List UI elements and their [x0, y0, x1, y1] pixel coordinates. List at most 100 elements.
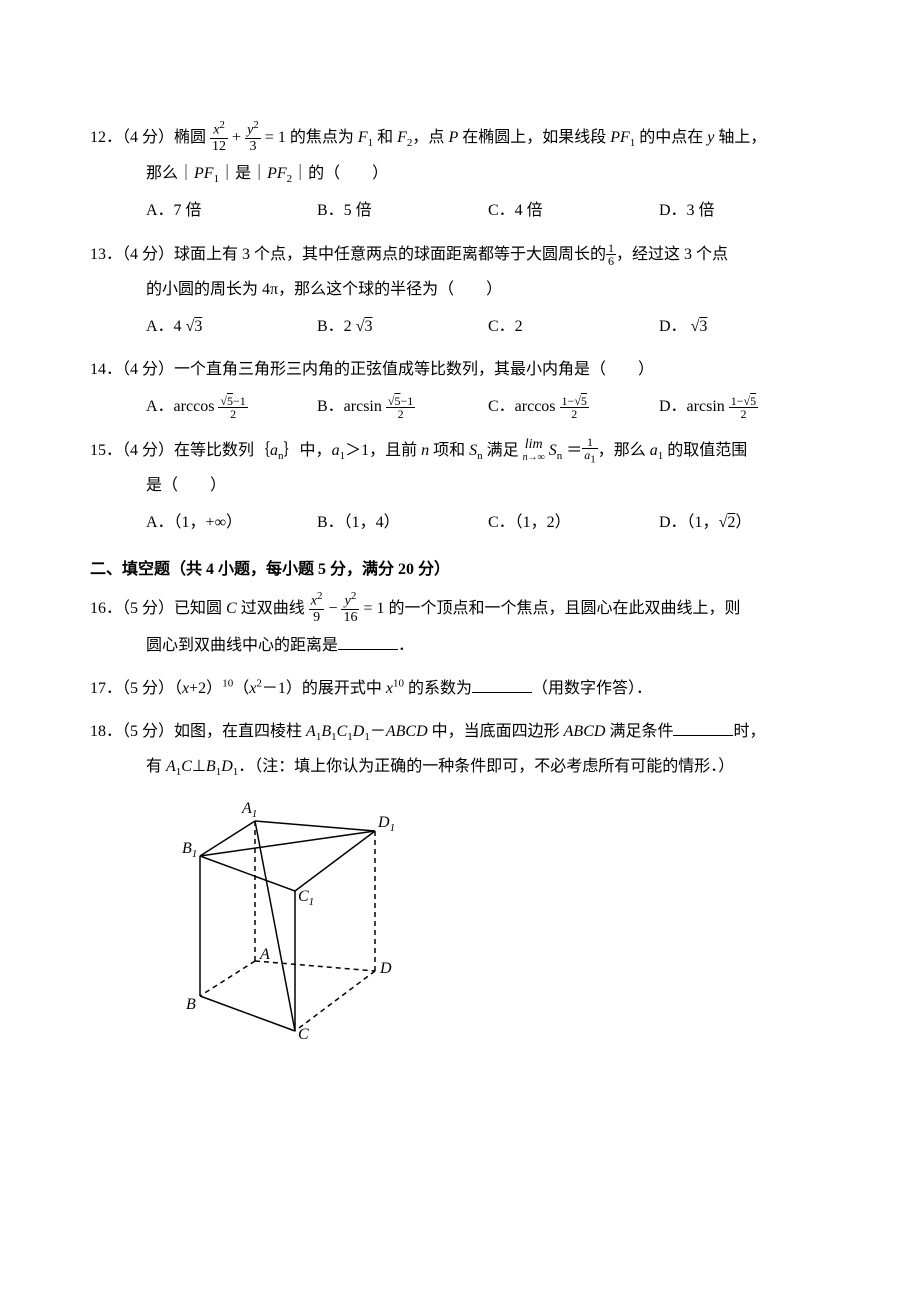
q14-text: 一个直角三角形三内角的正弦值成等比数列，其最小内角是（ ） — [174, 361, 654, 378]
q12-plus: + — [232, 129, 245, 146]
q12-choice-d: D．3 倍 — [659, 193, 830, 228]
q16-line2: 圆心到双曲线中心的距离是 ． — [90, 628, 830, 663]
q15-gt: ＞1，且前 — [345, 442, 421, 459]
q16-fraction-1: x29 — [309, 590, 325, 625]
q16-period: ． — [398, 637, 414, 654]
q14-choice-a: A．arccos √5−12 — [146, 389, 317, 424]
q12-choice-c: C．4 倍 — [488, 193, 659, 228]
q15-D: D．（1， — [659, 514, 719, 531]
q16-points: （5 分） — [122, 600, 174, 617]
q16-eq: = — [363, 600, 376, 617]
q15-text-e: ，那么 — [598, 442, 650, 459]
q14-c-n: 5 — [581, 394, 587, 408]
q15-Dend: ） — [735, 514, 751, 531]
label-B: B — [186, 996, 196, 1013]
q12-and: 和 — [373, 129, 397, 146]
q18-A1C: A — [166, 758, 176, 775]
q15-fds: 1 — [590, 454, 596, 466]
q15-eq: ＝ — [566, 442, 582, 459]
q13-choices: A．4 √3 B．2 √3 C．2 D． √3 — [90, 309, 830, 344]
q12-text-d: 在椭圆上，如果线段 — [458, 129, 610, 146]
q12-P: P — [448, 129, 458, 146]
q15-n: n — [421, 442, 429, 459]
q13-text-a: 球面上有 3 个点，其中任意两点的球面距离都等于大圆周长的 — [174, 246, 606, 263]
q12-choice-b: B．5 倍 — [317, 193, 488, 228]
q16-minus: − — [328, 600, 341, 617]
q13-B: B．2 — [317, 318, 352, 335]
q13-choice-d: D． √3 — [659, 309, 830, 344]
q12-line2: 那么｜PF1｜是｜PF2｜的（ ） — [90, 156, 830, 191]
q12-PF1: PF — [610, 129, 630, 146]
q17-text-e: 的系数为 — [404, 680, 472, 697]
q12-text-b: 1 的焦点为 — [278, 129, 358, 146]
q18-D1v: D — [221, 758, 233, 775]
q16-l2: 圆心到双曲线中心的距离是 — [146, 637, 338, 654]
q14-choice-c: C．arccos 1−√52 — [488, 389, 659, 424]
q18-text-a: 如图，在直四棱柱 — [174, 723, 306, 740]
q13-d-rad: 3 — [699, 318, 707, 335]
q14-c-d: 2 — [560, 407, 589, 421]
q18-Cc: C — [181, 758, 192, 775]
q18-l2b: ．（注：填上你认为正确的一种条件即可，不必考虑所有可能的情形．） — [238, 758, 734, 775]
q12-l2a: 那么｜ — [146, 165, 194, 182]
q18-abcd: ABCD — [386, 723, 428, 740]
question-13: 13．（4 分）球面上有 3 个点，其中任意两点的球面距离都等于大圆周长的16，… — [90, 237, 830, 345]
q15-text-b: ｝中， — [284, 442, 332, 459]
q14-choice-b: B．arcsin √5−12 — [317, 389, 488, 424]
q14-D: D．arcsin — [659, 398, 725, 415]
q12-choices: A．7 倍 B．5 倍 C．4 倍 D．3 倍 — [90, 193, 830, 228]
section-2-title: 二、填空题（共 4 小题，每小题 5 分，满分 20 分） — [90, 552, 830, 587]
q16-fraction-2: y216 — [341, 590, 359, 625]
q17-number: 17． — [90, 680, 122, 697]
q12-l2c: ｜的（ ） — [292, 165, 388, 182]
q14-points: （4 分） — [122, 361, 174, 378]
q15-text-d: 满足 — [483, 442, 519, 459]
q12-fraction-2: y2 3 — [245, 119, 261, 154]
q13-number: 13． — [90, 246, 122, 263]
q12-choice-a: A．7 倍 — [146, 193, 317, 228]
q13-a-rad: 3 — [194, 318, 202, 335]
q15-text-f: 的取值范围 — [663, 442, 747, 459]
q18-C1: C — [337, 723, 348, 740]
q15-lim-b: n→∞ — [523, 453, 545, 464]
q17-e10b: 10 — [393, 677, 404, 689]
q12-text-a: 椭圆 — [174, 129, 206, 146]
question-16: 16．（5 分）已知圆 C 过双曲线 x29 − y216 = 1 的一个顶点和… — [90, 591, 830, 662]
q12-den2: 3 — [245, 138, 261, 154]
q15-fraction: 1a1 — [582, 436, 598, 467]
question-17: 17．（5 分）（x+2）10（x2－1）的展开式中 x10 的系数为（用数字作… — [90, 671, 830, 706]
q13-choice-b: B．2 √3 — [317, 309, 488, 344]
q15-an: a — [270, 442, 278, 459]
q12-stem: 12．（4 分）椭圆 x2 12 + y2 3 = 1 的焦点为 F1 和 F2… — [90, 120, 830, 156]
q13-choice-c: C．2 — [488, 309, 659, 344]
q16-number: 16． — [90, 600, 122, 617]
q15-number: 15． — [90, 442, 122, 459]
q16-text-c: 1 的一个顶点和一个焦点，且圆心在此双曲线上，则 — [377, 600, 741, 617]
q14-a-n: 5 — [227, 394, 233, 408]
question-14: 14．（4 分）一个直角三角形三内角的正弦值成等比数列，其最小内角是（ ） A．… — [90, 352, 830, 424]
q12-F2: F — [397, 129, 407, 146]
q16-blank — [338, 634, 398, 649]
q12-F1: F — [358, 129, 368, 146]
label-C: C — [298, 1026, 309, 1041]
q14-stem: 14．（4 分）一个直角三角形三内角的正弦值成等比数列，其最小内角是（ ） — [90, 352, 830, 387]
q15-text-c: 项和 — [429, 442, 469, 459]
q16-d1: 9 — [309, 609, 325, 625]
q18-perp: ⊥ — [192, 758, 206, 775]
q13-stem: 13．（4 分）球面上有 3 个点，其中任意两点的球面距离都等于大圆周长的16，… — [90, 237, 830, 272]
q18-text-b: 中，当底面四边形 — [428, 723, 564, 740]
q14-choice-d: D．arcsin 1−√52 — [659, 389, 830, 424]
q15-lim-t: lim — [523, 438, 545, 453]
q13-line2: 的小圆的周长为 4π，那么这个球的半径为（ ） — [90, 272, 830, 307]
q18-number: 18． — [90, 723, 122, 740]
prism-diagram: A1 B1 C1 D1 A B C D — [180, 791, 400, 1041]
label-D1: D1 — [377, 814, 395, 834]
label-A: A — [259, 946, 270, 963]
q17-stem: 17．（5 分）（x+2）10（x2－1）的展开式中 x10 的系数为（用数字作… — [90, 671, 830, 706]
q14-a-d: 2 — [218, 407, 247, 421]
q12-points: （4 分） — [122, 129, 174, 146]
q13-A: A．4 — [146, 318, 182, 335]
label-C1: C1 — [298, 888, 314, 908]
q12-fraction-1: x2 12 — [210, 119, 228, 154]
q14-A: A．arccos — [146, 398, 214, 415]
